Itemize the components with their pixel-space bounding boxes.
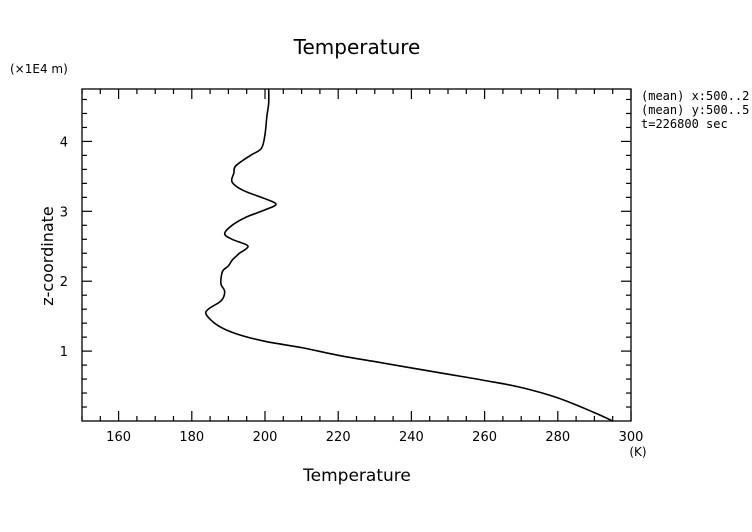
x-tick-label: 280 [545, 430, 570, 445]
axis-ticks [81, 89, 632, 421]
axis-tick-labels: 160 180 200 220 240 260 280 300 1 2 3 4 [60, 135, 644, 445]
y-axis-unit: (×1E4 m) [10, 62, 68, 76]
x-tick-label: 260 [472, 430, 497, 445]
y-tick-label: 4 [60, 135, 68, 150]
x-tick-label: 240 [399, 430, 424, 445]
y-tick-label: 1 [60, 345, 68, 360]
x-tick-label: 180 [179, 430, 204, 445]
temperature-profile-line [204, 88, 614, 422]
y-axis-label: z-coordinate [38, 206, 57, 306]
x-axis-label: Temperature [302, 466, 411, 486]
plot-frame [81, 88, 632, 422]
chart-title: Temperature [293, 35, 421, 59]
x-axis-unit: (K) [629, 445, 646, 459]
annotation-time: t=226800 sec [641, 117, 728, 131]
x-tick-label: 300 [619, 430, 644, 445]
x-tick-label: 200 [253, 430, 278, 445]
x-tick-label: 220 [326, 430, 351, 445]
annotation-mean-y: (mean) y:500..5 [641, 103, 749, 117]
x-tick-label: 160 [106, 430, 131, 445]
y-tick-label: 3 [60, 205, 68, 220]
annotation-mean-x: (mean) x:500..2 [641, 89, 749, 103]
y-tick-label: 2 [60, 275, 68, 290]
